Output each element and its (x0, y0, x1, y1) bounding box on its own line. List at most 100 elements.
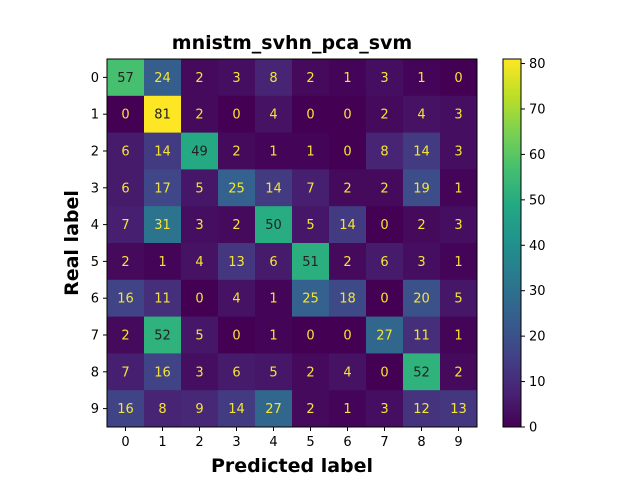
cell-value: 0 (380, 365, 388, 380)
heatmap-cell-labels: 57 24 2 3 8 2 1 3 1 00 81 2 0 4 0 0 2 4 36 14 49 2 1 1 0 8 14 36 17 5… (117, 71, 467, 417)
x-tick-label: 9 (454, 435, 462, 450)
cell-value: 3 (232, 71, 240, 86)
cell-value: 2 (121, 329, 129, 344)
cell-value: 0 (121, 108, 129, 123)
heatmap-cell (292, 279, 330, 317)
cell-value: 3 (380, 71, 388, 86)
cell-value: 3 (454, 218, 462, 233)
y-axis-ticks: 0 1 2 3 4 5 6 7 8 9 (91, 71, 107, 417)
cell-value: 1 (454, 329, 462, 344)
cell-value: 13 (228, 255, 245, 270)
y-tick-label: 9 (91, 402, 99, 417)
cell-value: 3 (195, 365, 203, 380)
heatmap-cell (144, 243, 182, 281)
heatmap-cell (329, 390, 367, 428)
cell-value: 27 (265, 402, 282, 417)
cell-value: 14 (265, 181, 282, 196)
cell-value: 1 (454, 255, 462, 270)
cell-value: 0 (306, 329, 314, 344)
colorbar-tick-label: 60 (529, 148, 546, 163)
cell-value: 5 (269, 365, 277, 380)
heatmap-cell (329, 279, 367, 317)
heatmap-cell (329, 243, 367, 281)
heatmap-cell (292, 243, 330, 281)
cell-value: 7 (121, 365, 129, 380)
heatmap-cell (218, 316, 256, 354)
cell-value: 11 (413, 329, 430, 344)
cell-value: 4 (269, 108, 277, 123)
y-tick-label: 1 (91, 108, 99, 123)
cell-value: 0 (454, 71, 462, 86)
heatmap-cell (218, 169, 256, 207)
x-tick-label: 8 (417, 435, 425, 450)
y-axis-title: Real label (61, 190, 83, 296)
heatmap-cell (292, 390, 330, 428)
plot-frame (106, 58, 478, 428)
x-tick-label: 5 (306, 435, 314, 450)
cell-value: 2 (232, 145, 240, 160)
heatmap-cell (255, 279, 293, 317)
heatmap-cell (403, 59, 441, 97)
cell-value: 3 (195, 218, 203, 233)
cell-value: 1 (269, 329, 277, 344)
cell-value: 4 (417, 108, 425, 123)
heatmap-cell (329, 95, 367, 133)
y-tick-label: 3 (91, 181, 99, 196)
heatmap-cell (329, 169, 367, 207)
cell-value: 2 (232, 218, 240, 233)
cell-value: 2 (380, 181, 388, 196)
cell-value: 81 (154, 108, 171, 123)
heatmap-cell (329, 59, 367, 97)
cell-value: 4 (232, 292, 240, 307)
cell-value: 1 (269, 292, 277, 307)
heatmap-cell (292, 169, 330, 207)
x-tick-label: 4 (269, 435, 277, 450)
cell-value: 0 (195, 292, 203, 307)
heatmap-cell (218, 206, 256, 244)
cell-value: 6 (269, 255, 277, 270)
heatmap-cell (366, 390, 404, 428)
heatmap-cell (181, 353, 219, 391)
heatmap-cell (144, 95, 182, 133)
heatmap-cell (292, 95, 330, 133)
heatmap-cell (292, 316, 330, 354)
cell-value: 0 (306, 108, 314, 123)
cell-value: 49 (191, 145, 208, 160)
colorbar-tick-label: 70 (529, 102, 546, 117)
heatmap-cell (255, 243, 293, 281)
heatmap-cell (366, 353, 404, 391)
cell-value: 1 (343, 402, 351, 417)
cell-value: 16 (117, 402, 134, 417)
cell-value: 14 (339, 218, 356, 233)
heatmap-cell (107, 95, 145, 133)
heatmap-cell (366, 316, 404, 354)
cell-value: 14 (413, 145, 430, 160)
cell-value: 6 (380, 255, 388, 270)
heatmap-cell (292, 206, 330, 244)
cell-value: 3 (454, 108, 462, 123)
heatmap-cell (218, 390, 256, 428)
chart-title: mnistm_svhn_pca_svm (172, 32, 412, 54)
heatmap-cell (218, 132, 256, 170)
heatmap-cell (440, 132, 478, 170)
cell-value: 6 (121, 145, 129, 160)
cell-value: 2 (454, 365, 462, 380)
heatmap-cell (366, 132, 404, 170)
cell-value: 0 (343, 329, 351, 344)
colorbar-tick-label: 40 (529, 239, 546, 254)
heatmap-cell (440, 279, 478, 317)
heatmap-cell (144, 169, 182, 207)
cell-value: 2 (306, 365, 314, 380)
cell-value: 5 (195, 329, 203, 344)
cell-value: 4 (195, 255, 203, 270)
heatmap-cell (329, 132, 367, 170)
heatmap-cell (440, 169, 478, 207)
heatmap-cell (107, 243, 145, 281)
cell-value: 1 (417, 71, 425, 86)
colorbar-tick-label: 80 (529, 57, 546, 72)
cell-value: 57 (117, 71, 134, 86)
cell-value: 3 (454, 145, 462, 160)
heatmap-cell (440, 353, 478, 391)
heatmap-cell (144, 59, 182, 97)
heatmap-cell (403, 316, 441, 354)
